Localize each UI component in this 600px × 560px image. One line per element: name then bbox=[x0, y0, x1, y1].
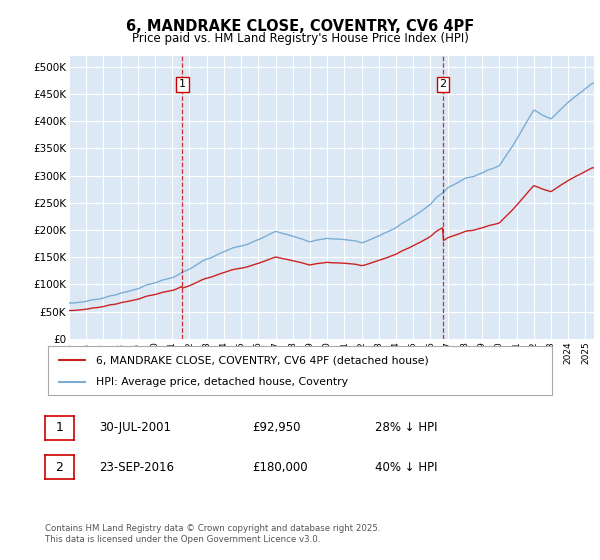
Text: 1: 1 bbox=[179, 80, 186, 89]
Text: Contains HM Land Registry data © Crown copyright and database right 2025.
This d: Contains HM Land Registry data © Crown c… bbox=[45, 524, 380, 544]
Text: HPI: Average price, detached house, Coventry: HPI: Average price, detached house, Cove… bbox=[96, 377, 348, 388]
Text: £92,950: £92,950 bbox=[252, 421, 301, 435]
Text: £180,000: £180,000 bbox=[252, 460, 308, 474]
Text: 1: 1 bbox=[55, 421, 64, 435]
Text: 40% ↓ HPI: 40% ↓ HPI bbox=[375, 460, 437, 474]
Text: 6, MANDRAKE CLOSE, COVENTRY, CV6 4PF: 6, MANDRAKE CLOSE, COVENTRY, CV6 4PF bbox=[126, 19, 474, 34]
Text: 23-SEP-2016: 23-SEP-2016 bbox=[99, 460, 174, 474]
Text: 2: 2 bbox=[55, 460, 64, 474]
Text: 28% ↓ HPI: 28% ↓ HPI bbox=[375, 421, 437, 435]
Text: Price paid vs. HM Land Registry's House Price Index (HPI): Price paid vs. HM Land Registry's House … bbox=[131, 32, 469, 45]
Text: 2: 2 bbox=[439, 80, 446, 89]
Text: 6, MANDRAKE CLOSE, COVENTRY, CV6 4PF (detached house): 6, MANDRAKE CLOSE, COVENTRY, CV6 4PF (de… bbox=[96, 355, 428, 365]
Text: 30-JUL-2001: 30-JUL-2001 bbox=[99, 421, 171, 435]
